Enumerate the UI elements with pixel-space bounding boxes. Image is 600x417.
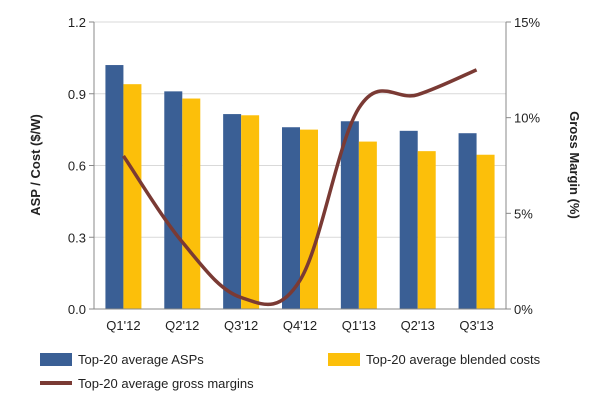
asp-bar [223, 114, 242, 310]
x-tick-label: Q1'13 [342, 318, 376, 333]
left-axis-ticks: 0.0 0.3 0.6 0.9 1.2 [68, 15, 94, 317]
cost-bar [476, 154, 495, 309]
x-tick-label: Q3'12 [224, 318, 258, 333]
gross-margin-line [121, 68, 478, 307]
x-tick-label: Q2'13 [401, 318, 435, 333]
cost-bar [358, 141, 377, 309]
cost-bar [123, 84, 142, 309]
cost-bar [182, 98, 201, 310]
legend: Top-20 average ASPs Top-20 average blend… [40, 352, 541, 391]
x-tick-label: Q3'13 [459, 318, 493, 333]
margin-line [121, 68, 478, 307]
legend-label-asp: Top-20 average ASPs [78, 352, 204, 367]
left-tick-label: 0.0 [68, 302, 86, 317]
legend-label-costs: Top-20 average blended costs [366, 352, 541, 367]
legend-swatch-asp [40, 353, 72, 366]
asp-bar [458, 133, 477, 309]
right-tick-label: 10% [514, 111, 540, 126]
cost-bar [241, 115, 260, 310]
legend-swatch-costs [328, 353, 360, 366]
right-tick-label: 15% [514, 15, 540, 30]
left-tick-label: 0.6 [68, 159, 86, 174]
right-axis-ticks: 0% 5% 10% 15% [506, 15, 540, 317]
left-tick-label: 0.3 [68, 230, 86, 245]
right-tick-label: 0% [514, 302, 533, 317]
right-axis-title: Gross Margin (%) [567, 111, 582, 219]
x-tick-label: Q1'12 [106, 318, 140, 333]
cost-bar [417, 151, 436, 309]
asp-bar [164, 91, 183, 309]
x-axis-ticks: Q1'12 Q2'12 Q3'12 Q4'12 Q1'13 Q2'13 Q3'13 [106, 318, 493, 333]
left-tick-label: 1.2 [68, 15, 86, 30]
x-tick-label: Q2'12 [165, 318, 199, 333]
cost-bar [300, 129, 318, 309]
x-tick-label: Q4'12 [283, 318, 317, 333]
left-tick-label: 0.9 [68, 87, 86, 102]
asp-bar [340, 121, 359, 309]
legend-label-margin: Top-20 average gross margins [78, 376, 254, 391]
bars [105, 65, 495, 310]
right-tick-label: 5% [514, 206, 533, 221]
asp-bar [282, 127, 300, 309]
left-axis-title: ASP / Cost ($/W) [28, 114, 43, 216]
asp-bar [399, 130, 418, 309]
asp-bar [105, 65, 124, 309]
